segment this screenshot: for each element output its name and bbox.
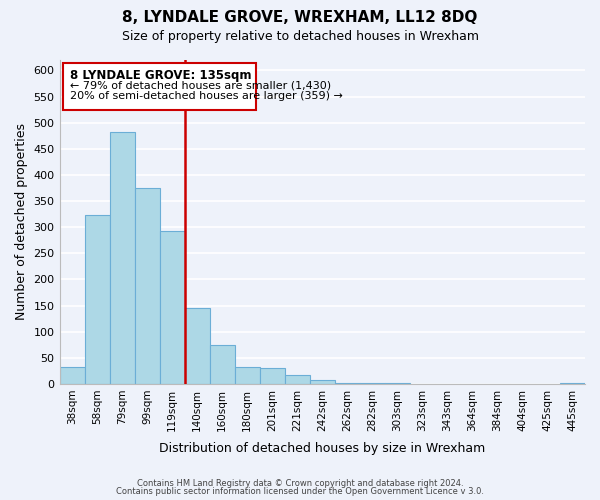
Text: Size of property relative to detached houses in Wrexham: Size of property relative to detached ho… — [121, 30, 479, 43]
Bar — [235, 367, 260, 384]
Text: ← 79% of detached houses are smaller (1,430): ← 79% of detached houses are smaller (1,… — [70, 80, 331, 90]
Text: Contains public sector information licensed under the Open Government Licence v : Contains public sector information licen… — [116, 487, 484, 496]
Bar — [134, 188, 160, 384]
Y-axis label: Number of detached properties: Number of detached properties — [15, 124, 28, 320]
X-axis label: Distribution of detached houses by size in Wrexham: Distribution of detached houses by size … — [159, 442, 485, 455]
Text: 8, LYNDALE GROVE, WREXHAM, LL12 8DQ: 8, LYNDALE GROVE, WREXHAM, LL12 8DQ — [122, 10, 478, 25]
Bar — [335, 383, 360, 384]
Text: 20% of semi-detached houses are larger (359) →: 20% of semi-detached houses are larger (… — [70, 91, 343, 101]
Bar — [59, 367, 85, 384]
Text: 8 LYNDALE GROVE: 135sqm: 8 LYNDALE GROVE: 135sqm — [70, 69, 251, 82]
Bar — [63, 62, 256, 110]
Bar — [285, 375, 310, 384]
Text: Contains HM Land Registry data © Crown copyright and database right 2024.: Contains HM Land Registry data © Crown c… — [137, 478, 463, 488]
Bar — [160, 231, 185, 384]
Bar — [185, 308, 209, 384]
Bar — [310, 380, 335, 384]
Bar — [560, 383, 585, 384]
Bar — [209, 344, 235, 384]
Bar — [85, 215, 110, 384]
Bar — [110, 132, 134, 384]
Bar — [260, 368, 285, 384]
